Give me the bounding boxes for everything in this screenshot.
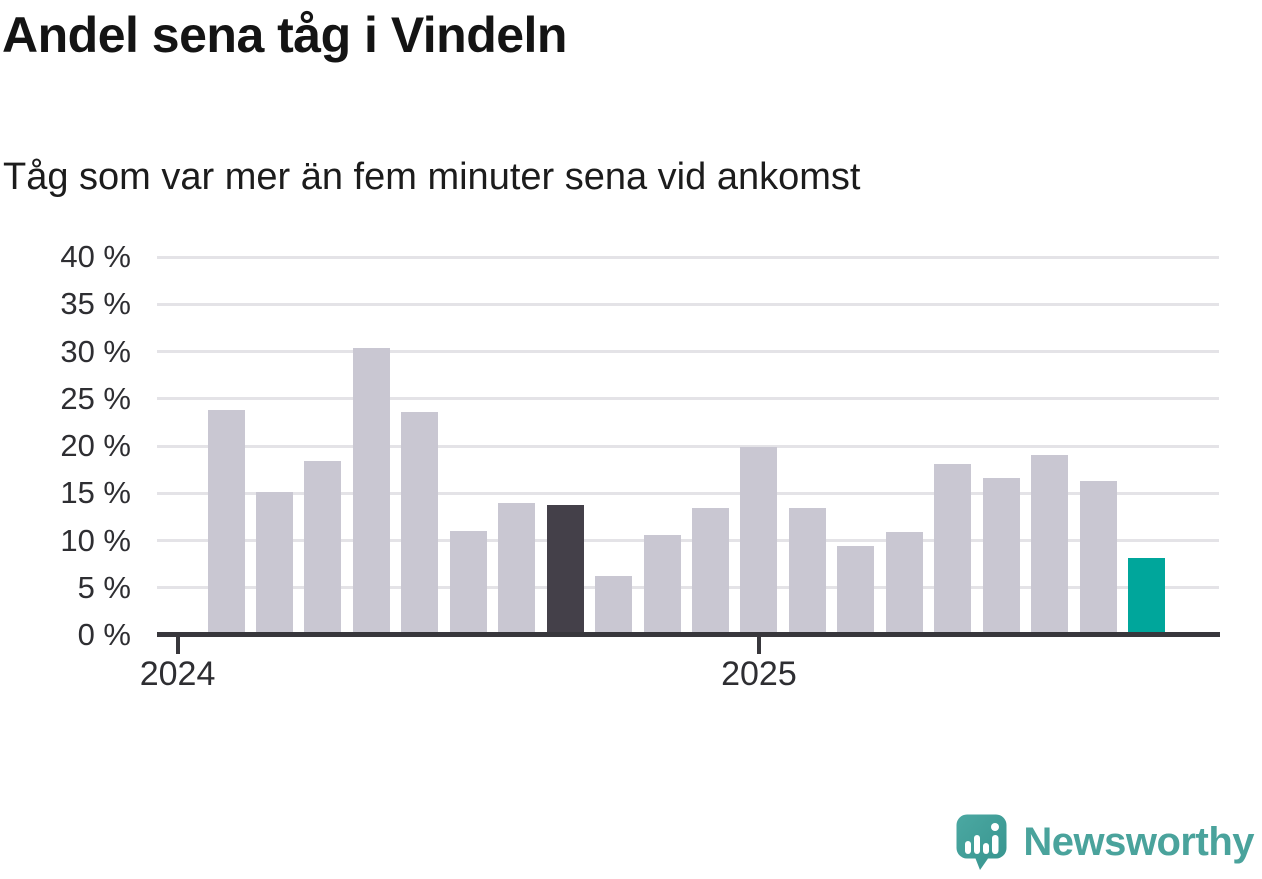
bar-feb-2025 [788,508,826,635]
bar-glyph-3 [983,843,990,854]
bar-sep-2024 [546,504,584,635]
x-tick-label-2024: 2024 [139,655,216,693]
gridline-15 [157,491,1219,495]
bar-sep-2025 [1128,557,1166,635]
bar-nov-2024 [643,534,681,635]
bar-mar-2025 [837,546,875,635]
bar-glyph-2 [974,835,981,854]
bar-jan-2025 [740,446,778,635]
exclamation-dot [991,823,1000,831]
x-tick-2025 [756,637,761,654]
y-tick-label-30: 30 % [60,333,131,369]
gridline-40 [157,255,1219,259]
chart-title: Andel sena tåg i Vindeln [2,7,567,63]
bar-glyph-1 [965,841,972,854]
y-tick-label-5: 5 % [77,569,131,605]
bar-jul-2024 [449,531,487,635]
y-tick-label-15: 15 % [60,475,131,511]
exclamation-stem [992,835,999,854]
y-tick-label-35: 35 % [60,286,131,322]
gridline-5 [157,586,1219,590]
gridline-30 [157,350,1219,353]
newsworthy-logo: Newsworthy [955,813,1254,871]
gridline-25 [157,397,1219,401]
bar-jun-2025 [982,478,1020,635]
chart-subtitle: Tåg som var mer än fem minuter sena vid … [3,156,861,198]
speech-bubble-shape [956,814,1007,870]
gridline-35 [157,302,1219,306]
plot-area [157,255,1219,635]
bar-apr-2024 [304,461,342,635]
bar-dec-2024 [692,508,729,635]
newsworthy-bubble-chart-icon [956,814,1007,870]
x-tick-2024 [175,637,180,654]
bar-mar-2024 [255,492,293,635]
x-tick-label-2025: 2025 [721,655,797,693]
bar-aug-2025 [1079,480,1117,635]
bar-feb-2024 [207,410,245,635]
bar-maj-2025 [934,463,972,635]
newsworthy-logo-text: Newsworthy [1023,819,1254,864]
y-tick-label-40: 40 % [60,239,131,274]
bar-apr-2025 [885,532,923,635]
y-tick-label-20: 20 % [60,428,131,463]
bar-okt-2024 [595,576,633,635]
y-tick-label-10: 10 % [60,522,131,558]
x-axis-line [157,632,1220,637]
y-tick-label-0: 0 % [77,617,131,652]
bar-aug-2024 [498,502,536,635]
bar-jun-2024 [401,411,439,635]
gridline-20 [157,444,1219,448]
bar-jul-2025 [1031,455,1069,635]
y-tick-label-25: 25 % [60,380,131,416]
bar-maj-2024 [352,347,390,635]
gridline-10 [157,539,1219,542]
